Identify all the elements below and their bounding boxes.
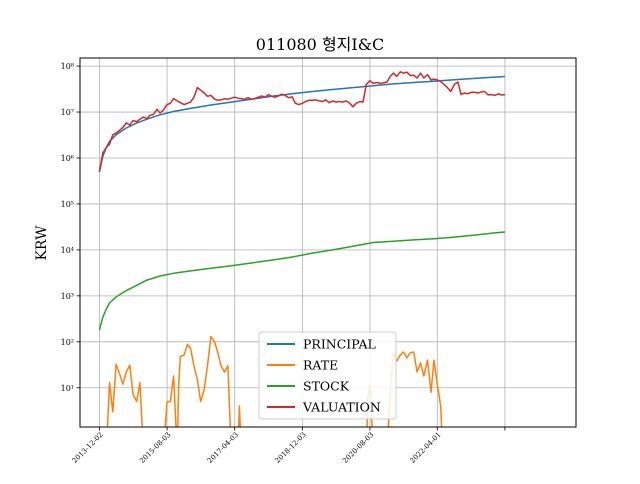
y-tick-label: 10⁵ [61,200,74,209]
legend-label-principal: PRINCIPAL [303,337,376,352]
legend-label-valuation: VALUATION [302,400,381,415]
legend-label-rate: RATE [303,358,338,373]
plot-frame [79,57,577,428]
y-tick-label: 10⁸ [61,62,74,71]
legend-box [258,331,397,420]
y-tick-label: 10⁶ [61,154,74,163]
y-tick-label: 10⁴ [61,246,74,255]
y-tick-label: 10¹ [61,384,74,393]
y-tick-label: 10⁷ [61,108,74,117]
series-line-stock [98,231,505,331]
series-line-rate [106,335,443,427]
y-tick-label: 10² [61,338,74,347]
series-line-valuation [98,71,505,172]
y-axis-label: KRW [34,225,50,261]
legend: PRINCIPAL RATE STOCK VALUATION [258,331,397,420]
legend-label-stock: STOCK [303,379,350,394]
series-layer [98,71,505,427]
chart-title: 011080 형지I&C [256,35,384,54]
y-tick-label: 10³ [61,292,74,301]
